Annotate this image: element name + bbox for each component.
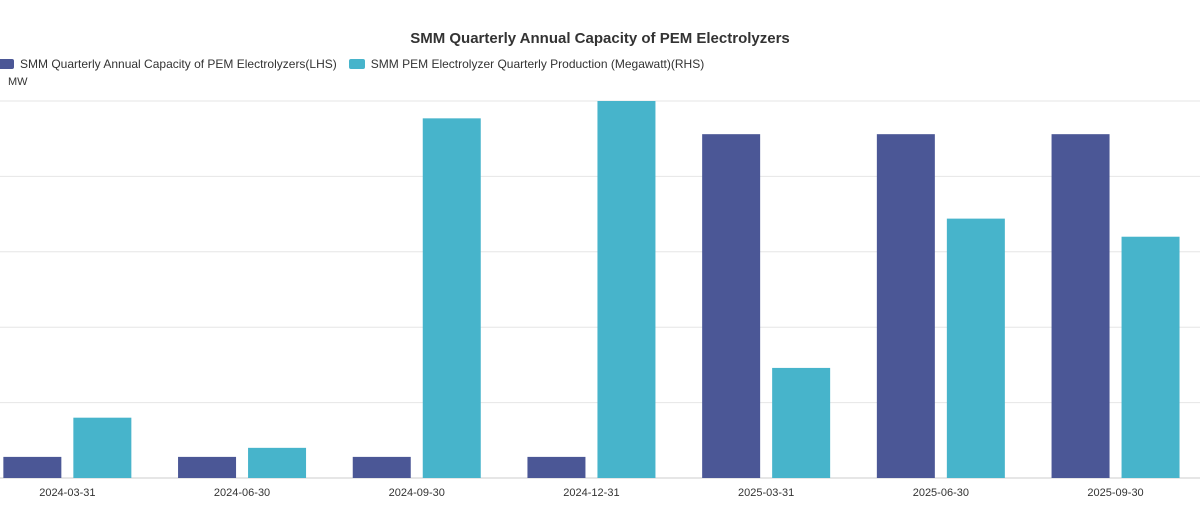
chart-title: SMM Quarterly Annual Capacity of PEM Ele… [410,30,790,47]
bar-capacity [3,456,62,478]
bar-capacity [527,456,586,478]
legend-item-production[interactable]: SMM PEM Electrolyzer Quarterly Productio… [348,57,705,71]
x-tick-label: 2025-03-31 [738,487,794,499]
bar-production [597,101,656,478]
legend-label-capacity: SMM Quarterly Annual Capacity of PEM Ele… [20,57,337,71]
legend-item-capacity[interactable]: SMM Quarterly Annual Capacity of PEM Ele… [0,57,337,71]
x-tick-label: 2025-09-30 [1087,487,1143,499]
bar-production [73,417,132,478]
legend-swatch-production [348,59,365,69]
bar-production [422,118,481,478]
bar-production [1121,236,1180,478]
bar-capacity [178,456,237,478]
x-tick-label: 2024-03-31 [39,487,95,499]
x-tick-label: 2024-12-31 [563,487,619,499]
x-tick-label: 2025-06-30 [913,487,969,499]
bar-production [248,447,307,478]
x-tick-label: 2024-06-30 [214,487,270,499]
x-tick-label: 2024-09-30 [389,487,445,499]
bar-production [946,218,1005,478]
legend-swatch-capacity [0,59,14,69]
legend: SMM Quarterly Annual Capacity of PEM Ele… [0,56,716,72]
bar-production [772,367,831,478]
bar-capacity [1051,134,1110,478]
bar-capacity [702,134,761,478]
bar-capacity [876,134,935,478]
y-axis-unit-label: MW [8,76,28,88]
legend-label-production: SMM PEM Electrolyzer Quarterly Productio… [370,57,705,71]
bar-capacity [352,456,411,478]
